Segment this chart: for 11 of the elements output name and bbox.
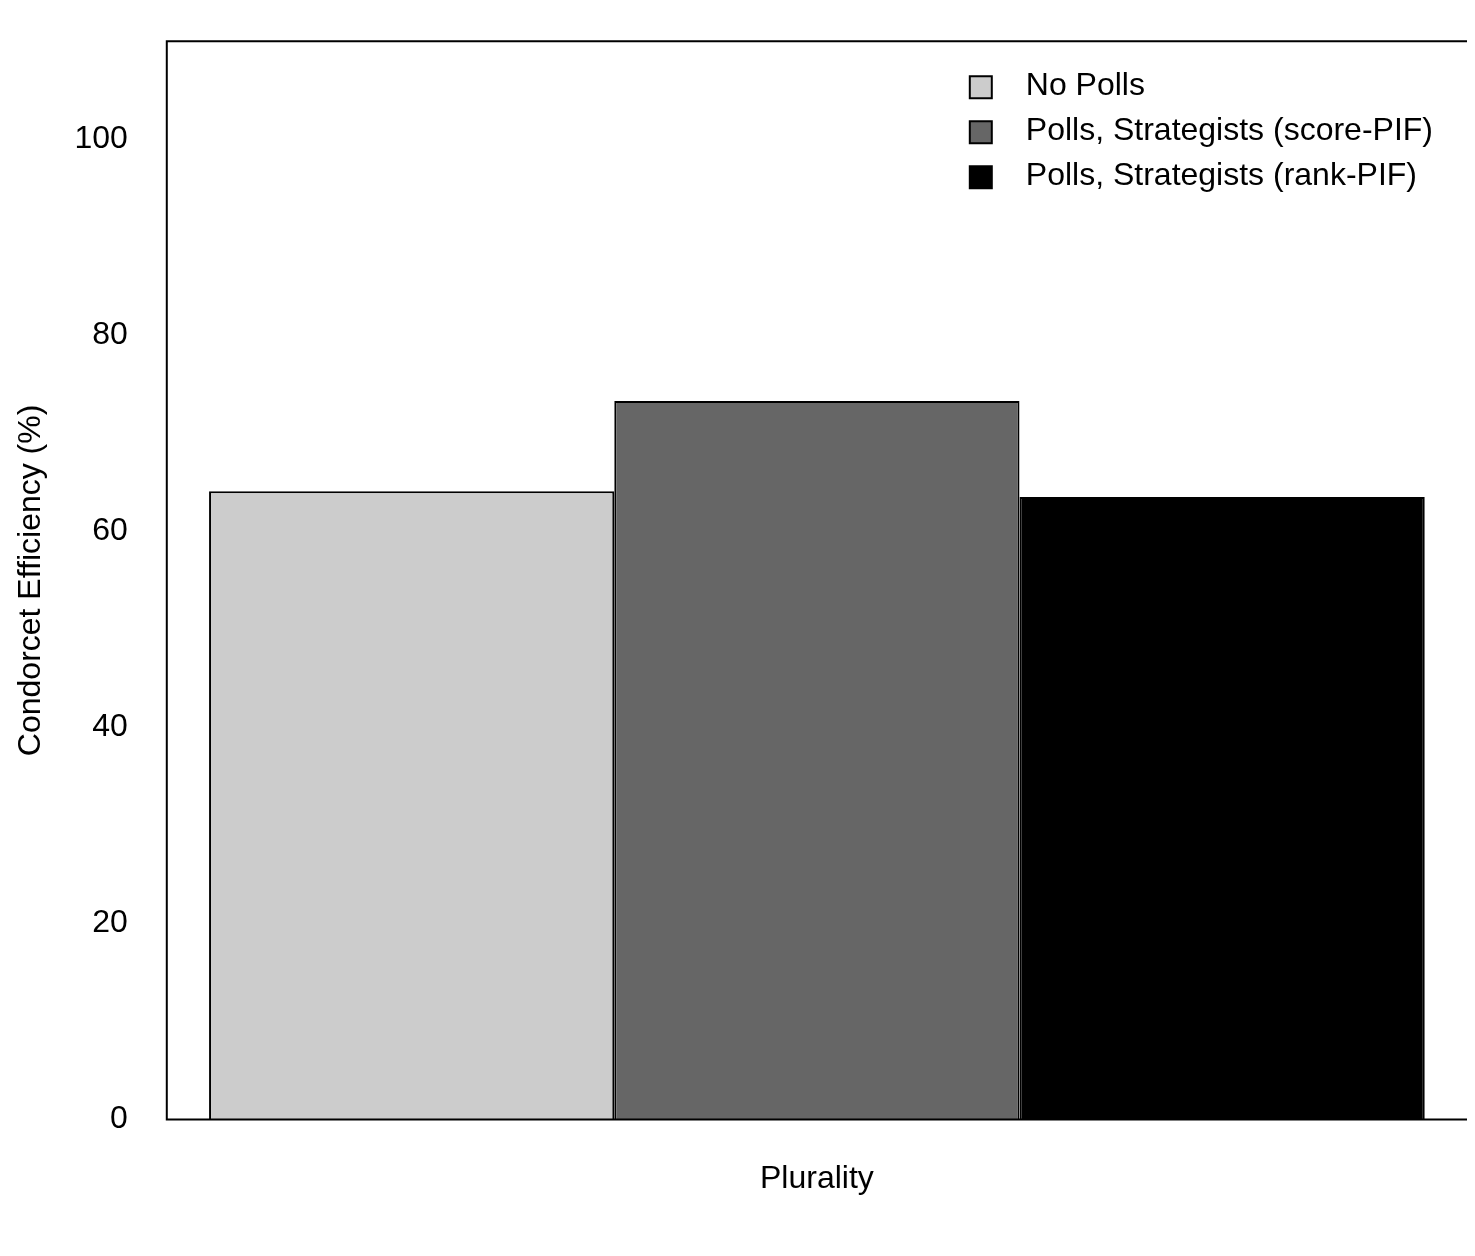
- y-tick-label: 80: [92, 315, 128, 352]
- y-tick-label: 40: [92, 707, 128, 744]
- y-tick-label: 0: [109, 1099, 128, 1136]
- x-tick-label: Plurality: [759, 1158, 874, 1195]
- legend-label: Polls, Strategists (rank-PIF): [1025, 156, 1417, 193]
- legend-label: No Polls: [1025, 66, 1145, 103]
- y-tick-label: 20: [92, 903, 128, 940]
- y-tick-label: 100: [74, 119, 128, 156]
- legend-label: Polls, Strategists (score-PIF): [1025, 111, 1433, 148]
- y-axis-title: Condorcet Efficiency (%): [11, 404, 48, 757]
- y-tick-label: 60: [92, 511, 128, 548]
